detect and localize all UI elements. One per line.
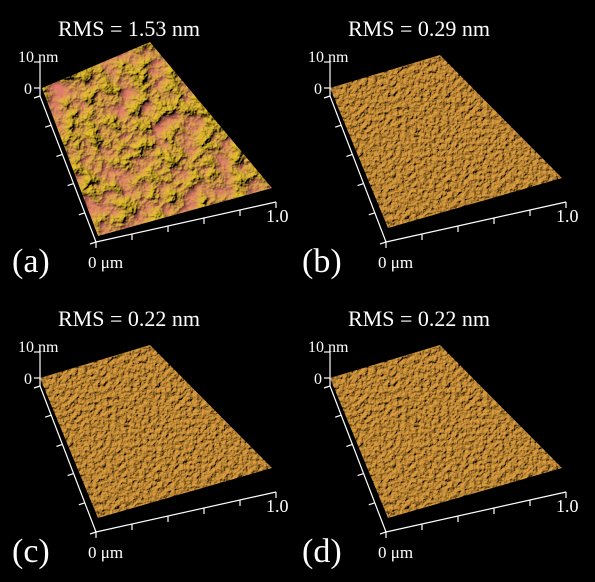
z-zero-label: 0 [24, 81, 32, 98]
x-end-label: 1.0 [556, 496, 579, 516]
z-top-label: 10 nm [18, 339, 59, 356]
panel-label: (a) [12, 243, 50, 280]
z-zero-label: 0 [314, 81, 322, 98]
panel-label: (d) [302, 533, 342, 570]
z-top-label: 10 nm [308, 339, 349, 356]
figure: RMS = 1.53 nm 10 nm 0 1.0 0 μm (a) RMS = 0.29 … [0, 0, 595, 582]
x-end-label: 1.0 [266, 496, 289, 516]
x-start-label: 0 μm [378, 543, 413, 562]
x-end-label: 1.0 [556, 206, 579, 226]
rms-label: RMS = 1.53 nm [58, 16, 200, 41]
rms-label: RMS = 0.22 nm [58, 306, 200, 331]
x-start-label: 0 μm [378, 253, 413, 272]
z-top-label: 10 nm [308, 49, 349, 66]
rms-label: RMS = 0.29 nm [348, 16, 490, 41]
panel-label: (b) [302, 243, 342, 280]
panel-label: (c) [12, 533, 50, 570]
z-zero-label: 0 [314, 371, 322, 388]
z-zero-label: 0 [24, 371, 32, 388]
x-start-label: 0 μm [88, 253, 123, 272]
x-start-label: 0 μm [88, 543, 123, 562]
z-top-label: 10 nm [18, 49, 59, 66]
rms-label: RMS = 0.22 nm [348, 306, 490, 331]
x-end-label: 1.0 [266, 206, 289, 226]
